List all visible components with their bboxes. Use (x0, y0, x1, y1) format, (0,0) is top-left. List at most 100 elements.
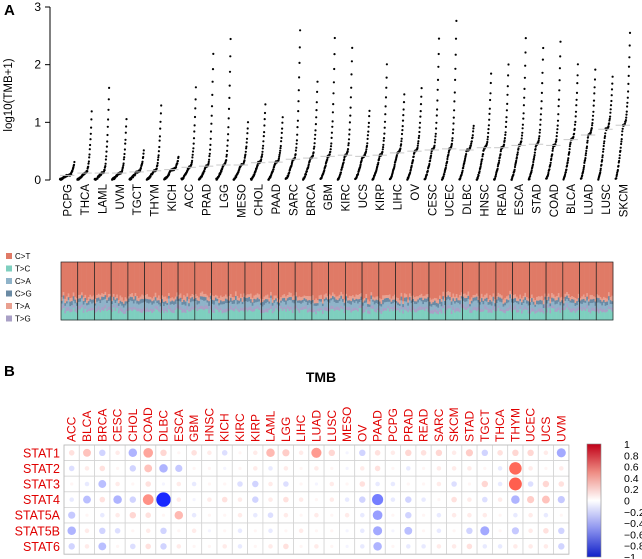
scatter-plot (58, 19, 632, 181)
spectrum-segment (280, 262, 283, 298)
spectrum-segment (256, 262, 259, 294)
tmb-point (615, 173, 619, 176)
spectrum-segment (497, 305, 500, 309)
spectrum-bar-kirp (361, 261, 380, 321)
spectrum-segment (567, 297, 570, 302)
tmb-point (602, 148, 605, 151)
spectrum-segment (66, 262, 68, 297)
spectrum-segment (246, 308, 249, 312)
spectrum-segment (357, 311, 360, 321)
spectrum-segment (607, 309, 610, 321)
spectrum-segment (567, 300, 570, 308)
correlation-circle (84, 481, 90, 487)
spectrum-segment (241, 304, 244, 309)
spectrum-segment (400, 296, 403, 301)
tmb-point (603, 140, 606, 143)
tmb-point (208, 152, 211, 155)
spectrum-segment (256, 293, 259, 298)
spectrum-segment (502, 303, 505, 307)
spectrum-segment (236, 262, 239, 297)
spectrum-segment (347, 262, 350, 299)
spectrum-segment (303, 295, 306, 299)
spectrum-segment (606, 262, 609, 299)
spectrum-segment (449, 308, 452, 321)
spectrum-segment (331, 299, 334, 307)
correlation-circle (374, 465, 381, 472)
spectrum-segment (402, 262, 405, 302)
spectrum-segment (581, 262, 584, 297)
spectrum-segment (460, 296, 463, 299)
spectrum-segment (494, 262, 497, 300)
spectrum-segment (226, 299, 229, 304)
spectrum-segment (99, 303, 102, 310)
tmb-point (621, 127, 624, 130)
spectrum-segment (151, 298, 154, 302)
spectrum-segment (378, 305, 381, 310)
spectrum-segment (330, 305, 333, 310)
spectrum-segment (104, 298, 107, 305)
spectrum-segment (465, 301, 468, 308)
spectrum-segment (77, 302, 80, 307)
spectrum-segment (347, 297, 350, 301)
spectrum-segment (492, 300, 495, 307)
spectrum-segment (122, 300, 125, 305)
spectrum-segment (447, 305, 450, 309)
correlation-circle (161, 513, 166, 517)
tmb-point (551, 149, 554, 152)
spectrum-segment (537, 304, 540, 309)
spectrum-segment (219, 300, 222, 305)
spectrum-segment (281, 262, 284, 296)
spectrum-segment (347, 307, 350, 311)
correlation-circle (420, 450, 427, 456)
tmb-point (522, 104, 526, 107)
spectrum-segment (527, 313, 530, 321)
spectrum-segment (358, 305, 361, 309)
spectrum-segment (82, 301, 85, 305)
tmb-point (486, 138, 489, 141)
spectrum-segment (153, 311, 155, 321)
correlation-circle (176, 481, 182, 487)
spectrum-segment (293, 295, 296, 301)
correlation-circle (558, 543, 565, 550)
spectrum-segment (89, 308, 92, 312)
spectrum-segment (258, 307, 261, 311)
spectrum-segment (184, 309, 187, 314)
spectrum-segment (385, 301, 388, 309)
spectrum-segment (415, 304, 418, 310)
tmb-point (580, 177, 583, 180)
spectrum-segment (127, 298, 130, 303)
spectrum-segment (504, 305, 507, 311)
spectrum-segment (574, 298, 577, 304)
spectrum-segment (303, 309, 306, 321)
tmb-point (106, 133, 109, 137)
spectrum-segment (283, 294, 286, 299)
spectrum-segment (214, 305, 217, 310)
spectrum-segment (119, 303, 122, 308)
tmb-point (124, 138, 127, 141)
correlation-circle (465, 449, 473, 457)
spectrum-segment (549, 313, 552, 321)
tmb-point (533, 154, 536, 157)
tmb-point (210, 122, 213, 125)
tmb-point (465, 153, 468, 156)
tmb-point (194, 98, 197, 101)
spectrum-segment (173, 313, 176, 321)
spectrum-segment (430, 313, 433, 321)
spectrum-segment (536, 296, 539, 301)
correlation-circle (451, 481, 457, 487)
tmb-point (296, 133, 299, 136)
spectrum-segment (153, 303, 155, 310)
column-label: UCEC (524, 408, 538, 442)
spectrum-segment (449, 292, 452, 298)
correlation-circle (192, 544, 196, 549)
tmb-point (348, 128, 351, 131)
tmb-point (617, 164, 620, 167)
tmb-point (106, 125, 109, 128)
spectrum-segment (153, 300, 155, 304)
correlation-circle (160, 449, 167, 457)
tmb-point (496, 167, 499, 170)
spectrum-segment (271, 313, 274, 321)
tmb-point (191, 156, 194, 159)
correlation-circle (543, 544, 549, 549)
legend-label: C>A (15, 277, 31, 286)
